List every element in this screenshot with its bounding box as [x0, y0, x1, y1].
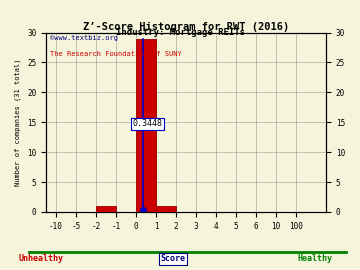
Bar — [136, 39, 156, 212]
Bar — [156, 206, 176, 212]
Text: Industry: Mortgage REITs: Industry: Mortgage REITs — [116, 28, 244, 37]
Text: Score: Score — [160, 254, 185, 263]
Text: The Research Foundation of SUNY: The Research Foundation of SUNY — [50, 51, 182, 58]
Text: 0.3448: 0.3448 — [133, 119, 163, 128]
Text: Healthy: Healthy — [297, 254, 333, 263]
Y-axis label: Number of companies (31 total): Number of companies (31 total) — [15, 59, 22, 186]
Title: Z’-Score Histogram for RWT (2016): Z’-Score Histogram for RWT (2016) — [83, 22, 289, 32]
Bar — [96, 206, 116, 212]
Text: ©www.textbiz.org: ©www.textbiz.org — [50, 35, 118, 41]
Text: Unhealthy: Unhealthy — [19, 254, 64, 263]
